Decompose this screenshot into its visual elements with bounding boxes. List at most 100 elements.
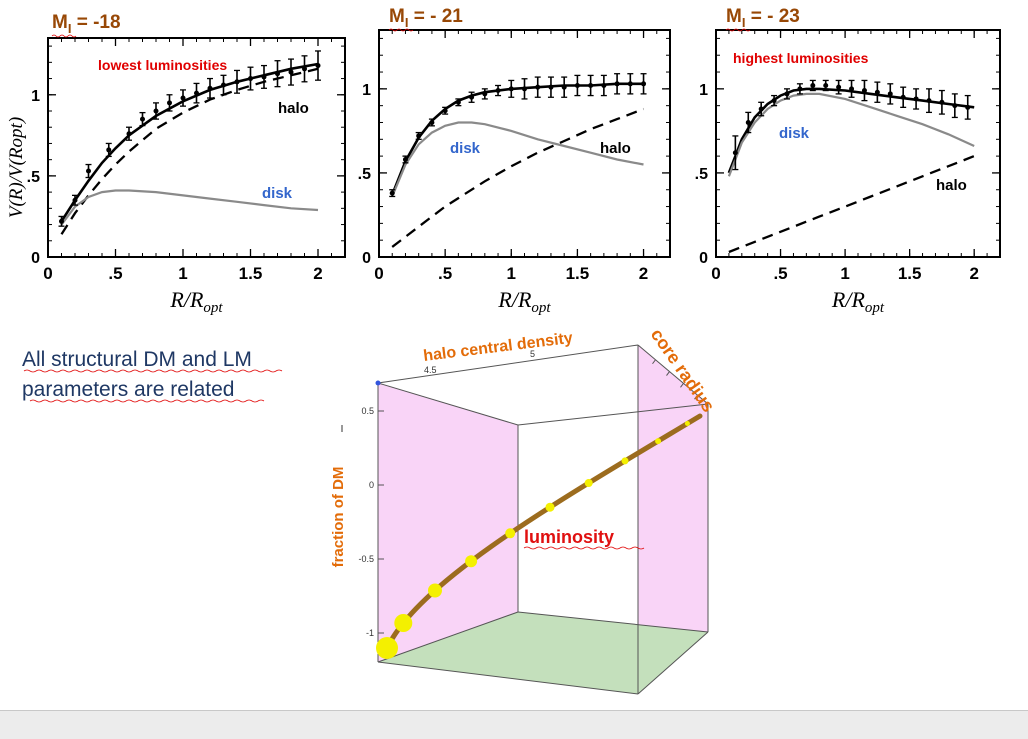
radius-axis-tick xyxy=(680,383,684,388)
x-tick-label: 2 xyxy=(313,264,322,283)
data-point xyxy=(939,99,945,105)
data-point xyxy=(574,82,580,88)
data-point xyxy=(482,91,488,97)
spellcheck-underline xyxy=(725,28,751,32)
data-point xyxy=(797,86,803,92)
x-tick-label: 1.5 xyxy=(239,264,263,283)
data-point xyxy=(771,98,777,104)
data-point xyxy=(469,94,475,100)
data-point xyxy=(429,119,435,125)
x-tick-label: 1 xyxy=(507,264,516,283)
x-tick-label: .5 xyxy=(773,264,787,283)
x-axis-label: R/Ropt xyxy=(169,287,223,316)
data-point xyxy=(288,69,294,75)
data-point xyxy=(823,82,829,88)
data-point xyxy=(275,71,280,77)
data-point xyxy=(402,156,408,162)
x-tick-label: 2 xyxy=(639,264,648,283)
y-tick-label: 0 xyxy=(699,250,708,267)
data-point xyxy=(965,104,971,110)
halo-density-label: halo central density xyxy=(422,330,573,365)
cube-edge xyxy=(377,661,639,695)
data-point xyxy=(641,81,647,87)
x-axis-label-main: R/R xyxy=(831,287,866,312)
x-axis-label: R/Ropt xyxy=(831,287,885,316)
cube-edge xyxy=(377,611,519,663)
data-point xyxy=(234,79,240,85)
dm-axis-tick-label: -0.5 xyxy=(358,554,374,564)
spellcheck-underline-1 xyxy=(23,369,283,373)
x-tick-label: 2 xyxy=(969,264,978,283)
data-point xyxy=(849,86,855,92)
halo-curve xyxy=(728,155,975,254)
x-tick-label: 0 xyxy=(374,264,383,283)
luminosity-marker xyxy=(394,614,413,632)
data-point xyxy=(72,197,78,203)
x-tick-label: 0 xyxy=(43,264,52,283)
luminosity-marker xyxy=(505,528,516,539)
data-point xyxy=(167,100,172,106)
panel-title-value: -18 xyxy=(93,12,120,33)
spellcheck-underline xyxy=(388,28,414,32)
disk-curve xyxy=(60,189,319,226)
luminosity-marker xyxy=(621,457,629,465)
dm-axis-tick-label: -1 xyxy=(366,628,374,638)
density-axis-tick-label: 5 xyxy=(530,349,535,359)
panel-title-m: M xyxy=(726,6,742,27)
data-point xyxy=(887,91,893,97)
panel-title-m: M xyxy=(389,6,405,27)
dm-axis-tick-label: 0.5 xyxy=(361,406,374,416)
x-tick-label: 1.5 xyxy=(898,264,922,283)
data-point xyxy=(758,106,764,112)
data-point xyxy=(207,85,213,91)
panel-title-value: - 23 xyxy=(767,6,800,27)
rotation-curve-panel-2: 0 .5 1 1.5 2 0 .5 1 R/Ropt MI = - 21 halo disk xyxy=(358,6,671,316)
data-points xyxy=(732,79,971,171)
disk-curve xyxy=(727,92,975,177)
disk-label: disk xyxy=(262,185,293,202)
y-tick-label: .5 xyxy=(695,166,708,183)
note-line-2: parameters are related xyxy=(22,378,234,401)
luminosity-label: luminosity xyxy=(524,527,614,547)
data-point xyxy=(221,82,226,88)
halo-curve xyxy=(60,67,319,235)
data-point xyxy=(861,88,867,94)
cube-edge xyxy=(377,382,519,426)
data-point xyxy=(302,66,307,72)
x-tick-label: 1 xyxy=(840,264,849,283)
data-point xyxy=(535,84,541,90)
luminosity-annotation: highest luminosities xyxy=(733,50,869,66)
disk-curve xyxy=(391,121,644,197)
luminosity-marker xyxy=(584,479,593,487)
disk-label: disk xyxy=(450,140,481,157)
luminosity-marker xyxy=(376,637,398,659)
cube-edge xyxy=(377,344,639,384)
spellcheck-underline xyxy=(51,34,77,38)
data-point xyxy=(561,84,567,90)
status-bar xyxy=(0,710,1028,739)
data-point xyxy=(522,86,527,92)
x-axis-label: R/Ropt xyxy=(497,287,551,316)
data-point xyxy=(810,82,816,88)
x-axis-label-sub: opt xyxy=(531,300,551,316)
x-tick-label: 1.5 xyxy=(566,264,590,283)
rotation-curve-panel-3: 0 .5 1 1.5 2 0 .5 1 R/Ropt MI = - 23 highest lumin… xyxy=(695,6,1001,316)
data-point xyxy=(442,108,448,114)
data-points xyxy=(389,73,647,198)
data-point xyxy=(495,88,501,94)
halo-label: halo xyxy=(278,100,309,117)
spellcheck-underline xyxy=(523,546,645,550)
x-axis-label-main: R/R xyxy=(169,287,204,312)
panel-title-sub: I xyxy=(68,21,72,36)
data-point xyxy=(732,150,738,156)
data-point xyxy=(106,147,112,153)
density-axis-tick-label: 4.5 xyxy=(424,365,437,375)
data-point xyxy=(140,116,145,122)
y-tick-label: 0 xyxy=(362,250,371,267)
panel-title-eq: = xyxy=(71,12,93,33)
data-point xyxy=(745,119,751,125)
cube-edge xyxy=(517,403,709,426)
